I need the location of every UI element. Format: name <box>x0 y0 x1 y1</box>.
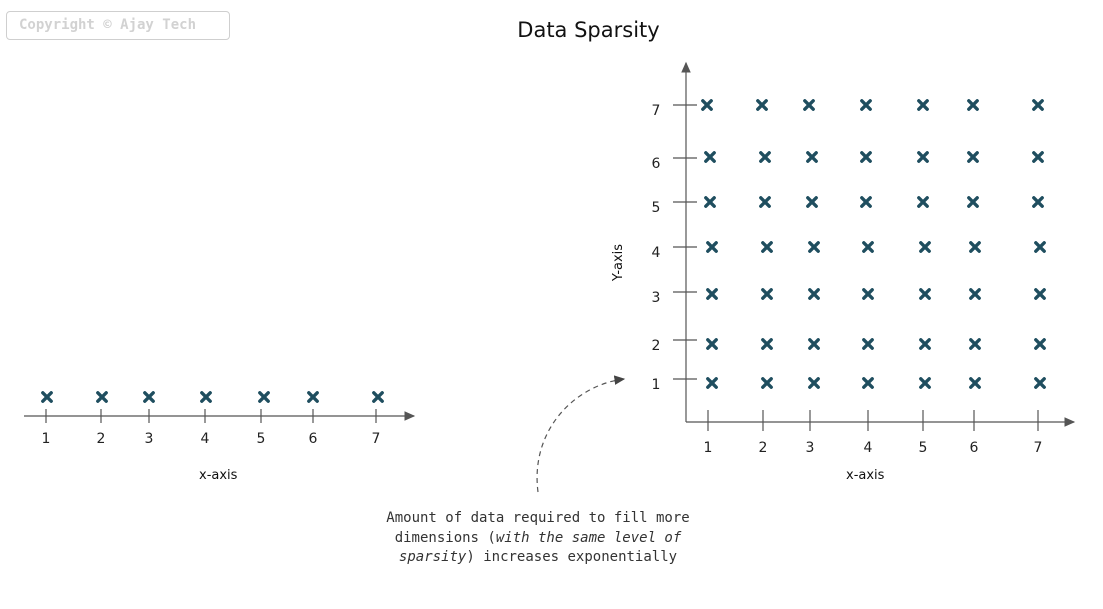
left-data-point <box>41 391 53 403</box>
right-data-point <box>1032 99 1044 111</box>
caption-text: Amount of data required to fill more dim… <box>356 509 720 568</box>
right-data-point <box>860 99 872 111</box>
right-data-point <box>756 99 768 111</box>
right-data-point <box>860 151 872 163</box>
right-data-point <box>808 377 820 389</box>
right-x-tick-label: 5 <box>919 440 928 456</box>
caption-line-2: dimensions (with the same level of <box>356 529 720 549</box>
left-x-tick-label: 1 <box>42 431 51 447</box>
caption-line-1: Amount of data required to fill more <box>386 510 690 526</box>
right-data-point <box>969 338 981 350</box>
right-x-tick-label: 1 <box>704 440 713 456</box>
left-data-point <box>200 391 212 403</box>
caption-line-3-italic: sparsity <box>398 549 467 565</box>
right-data-point <box>706 288 718 300</box>
left-x-tick-label: 6 <box>309 431 318 447</box>
right-data-point <box>917 99 929 111</box>
caption-line-2-italic: with the same level of <box>495 529 682 546</box>
right-data-point <box>704 196 716 208</box>
right-y-tick-label: 6 <box>652 156 661 172</box>
right-x-tick-label: 2 <box>759 440 768 456</box>
right-data-point <box>704 151 716 163</box>
right-y-tick-label: 3 <box>652 290 661 306</box>
right-data-point <box>759 151 771 163</box>
right-x-tick-label: 6 <box>970 440 979 456</box>
right-x-tick-label: 3 <box>806 440 815 456</box>
right-data-point <box>1032 196 1044 208</box>
right-data-point <box>761 241 773 253</box>
right-data-point <box>706 377 718 389</box>
right-data-point <box>917 196 929 208</box>
right-data-point <box>706 338 718 350</box>
caption-line-2-pre: dimensions ( <box>394 529 496 546</box>
right-data-point <box>759 196 771 208</box>
left-data-point <box>258 391 270 403</box>
right-data-point <box>967 151 979 163</box>
left-data-point <box>96 391 108 403</box>
left-data-point <box>143 391 155 403</box>
left-1d-plot: 1 2 3 4 5 6 7 <box>24 391 416 447</box>
right-x-tick-label: 4 <box>864 440 873 456</box>
right-data-point <box>862 338 874 350</box>
right-data-point <box>860 196 872 208</box>
right-y-axis-label: Y-axis <box>611 243 627 282</box>
right-x-axis-label: x-axis <box>846 468 885 483</box>
right-data-point <box>919 288 931 300</box>
right-y-tick-label: 7 <box>652 103 661 119</box>
left-x-tick-label: 5 <box>257 431 266 447</box>
left-data-point <box>372 391 384 403</box>
right-data-point <box>1034 338 1046 350</box>
right-data-point <box>803 99 815 111</box>
right-y-tick-label: 4 <box>652 245 661 261</box>
caption-line-3-post: ) increases exponentially <box>466 549 678 565</box>
right-data-point <box>808 241 820 253</box>
left-x-tick-label: 7 <box>372 431 381 447</box>
curved-dashed-arrow <box>536 375 626 493</box>
right-x-tick-label: 7 <box>1034 440 1043 456</box>
right-data-point <box>917 151 929 163</box>
right-data-point <box>919 338 931 350</box>
right-data-point <box>1034 377 1046 389</box>
right-data-point <box>806 196 818 208</box>
right-data-point <box>806 151 818 163</box>
left-x-tick-label: 4 <box>201 431 210 447</box>
diagram-title: Data Sparsity <box>517 18 660 42</box>
caption-line-3: sparsity) increases exponentially <box>356 548 720 568</box>
right-y-tick-label: 5 <box>652 200 661 216</box>
copyright-badge: Copyright © Ajay Tech <box>6 11 230 40</box>
right-data-point <box>808 338 820 350</box>
right-y-tick-label: 2 <box>652 338 661 354</box>
right-data-point <box>969 241 981 253</box>
right-data-point <box>761 338 773 350</box>
right-data-point <box>1034 288 1046 300</box>
right-2d-plot: 1 2 3 4 5 6 7 1 2 3 4 5 6 7 <box>652 61 1076 456</box>
left-data-point <box>307 391 319 403</box>
right-data-point <box>1034 241 1046 253</box>
left-x-tick-label: 2 <box>97 431 106 447</box>
right-data-point <box>808 288 820 300</box>
right-data-point <box>919 377 931 389</box>
right-data-point <box>862 377 874 389</box>
right-data-point <box>969 288 981 300</box>
right-y-tick-label: 1 <box>652 377 661 393</box>
left-x-axis-label: x-axis <box>199 468 238 483</box>
right-data-point <box>862 288 874 300</box>
right-data-point <box>701 99 713 111</box>
left-x-tick-label: 3 <box>145 431 154 447</box>
right-data-point <box>1032 151 1044 163</box>
right-data-point <box>761 288 773 300</box>
right-data-point <box>969 377 981 389</box>
right-data-point <box>967 99 979 111</box>
right-data-point <box>862 241 874 253</box>
right-data-point <box>967 196 979 208</box>
right-data-point <box>919 241 931 253</box>
right-data-point <box>761 377 773 389</box>
right-data-point <box>706 241 718 253</box>
